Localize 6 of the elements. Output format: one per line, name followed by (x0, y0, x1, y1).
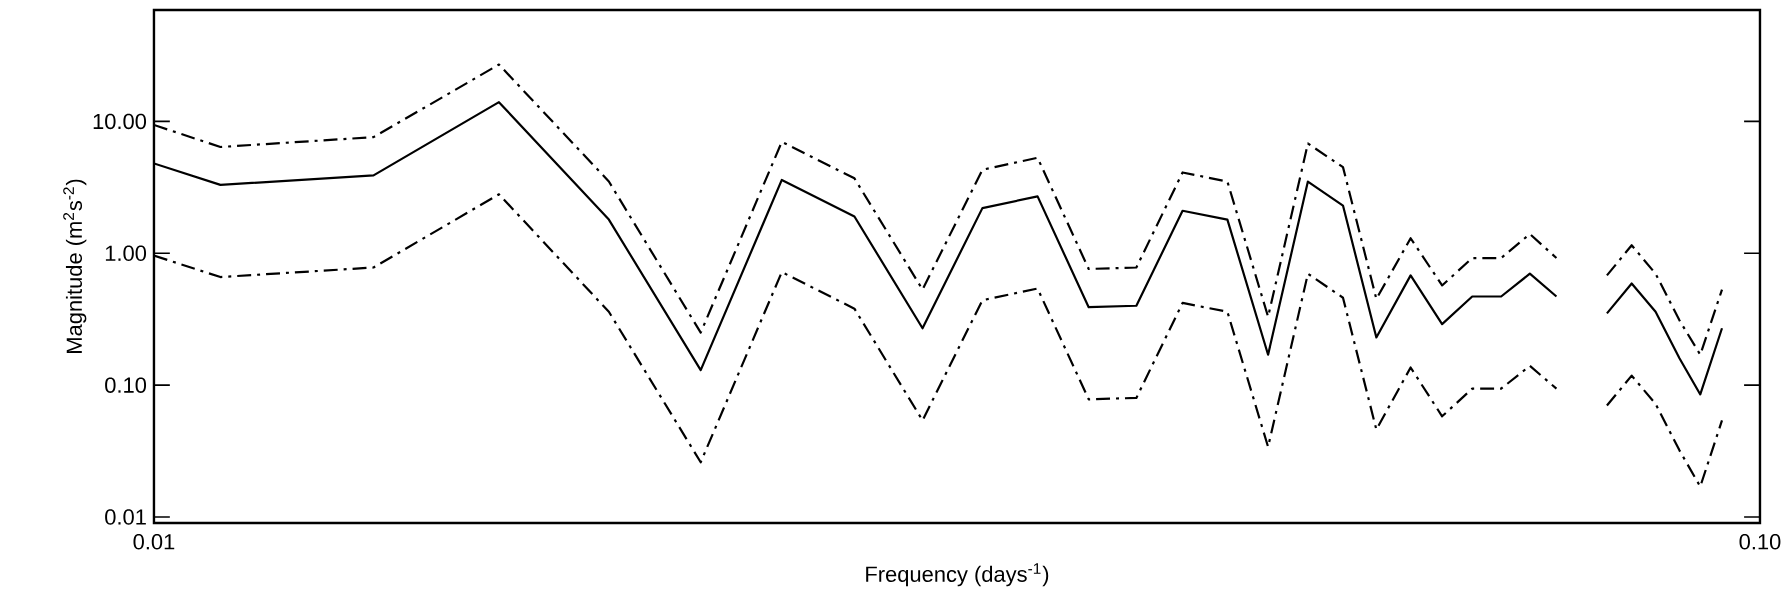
y-axis-title: Magnitude (m$^{2}$s$^{-2}$) (63, 179, 87, 353)
x-axis-title: Frequency (days$^{-1}$) (866, 563, 1049, 587)
y-tick-label: 1.00 (105, 245, 147, 262)
y-tick-label: 0.01 (105, 509, 146, 525)
y-tick-label: 0.10 (105, 377, 147, 393)
y-tick-label: 10.00 (93, 113, 147, 130)
